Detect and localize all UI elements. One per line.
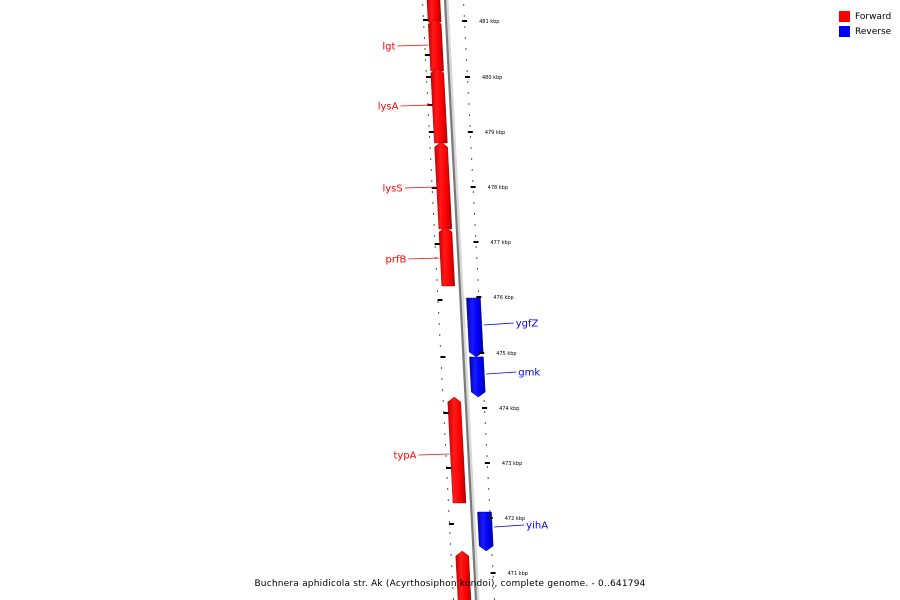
gene-lgt-label: lgt bbox=[382, 42, 395, 53]
kbp-tick-mark bbox=[462, 20, 468, 22]
gene-yihA-arrow bbox=[477, 511, 494, 552]
label-layer: lgt lysA lysS prfB ygfZ gmk typA yihA bbox=[378, 42, 548, 532]
gene-typA-leader bbox=[418, 453, 450, 456]
gene-ygfZ-label: ygfZ bbox=[516, 319, 539, 330]
gene-lysA-label: lysA bbox=[378, 102, 399, 113]
gene-lysS-arrow bbox=[434, 141, 453, 230]
genome-axis bbox=[443, 0, 480, 600]
kbp-tick-mark bbox=[490, 572, 496, 574]
gene-typA-label: typA bbox=[393, 451, 416, 462]
minor-tick bbox=[443, 412, 449, 414]
reverse-swatch bbox=[839, 26, 850, 37]
kbp-tick-label: 473 kbp bbox=[502, 461, 522, 467]
minor-tick bbox=[423, 19, 429, 21]
kbp-tick-mark bbox=[482, 407, 488, 409]
kbp-tick-mark bbox=[467, 131, 473, 133]
gene-prfB-arrow bbox=[438, 226, 455, 287]
kbp-tick-label: 472 kbp bbox=[505, 516, 525, 522]
ruler-dots bbox=[422, 4, 495, 600]
kbp-tick-mark bbox=[476, 296, 482, 298]
minor-tick bbox=[446, 467, 452, 469]
kbp-tick-label: 474 kbp bbox=[499, 406, 519, 412]
gene-gmk-leader bbox=[486, 371, 517, 375]
gene-lgt-arrow bbox=[428, 18, 444, 72]
kbp-tick-label: 479 kbp bbox=[485, 130, 505, 136]
partial-forward-gene bbox=[455, 550, 472, 600]
kbp-tick-label: 471 kbp bbox=[508, 571, 528, 577]
gene-ygfZ-arrow bbox=[466, 297, 484, 358]
kbp-tick-label: 478 kbp bbox=[488, 185, 508, 191]
minor-tick bbox=[440, 356, 446, 358]
legend-forward-label: Forward bbox=[855, 11, 892, 22]
kbp-tick-mark bbox=[473, 241, 479, 243]
gene-ygfZ-leader bbox=[483, 322, 514, 326]
legend: Forward Reverse bbox=[839, 9, 891, 39]
minor-tick bbox=[424, 54, 430, 56]
kbp-tick-label: 476 kbp bbox=[493, 295, 513, 301]
gene-gmk-arrow bbox=[469, 356, 486, 398]
kbp-tick-mark bbox=[479, 352, 485, 354]
gene-prfB-leader bbox=[408, 257, 440, 260]
gene-lgt-leader bbox=[397, 44, 429, 47]
minor-tick bbox=[434, 243, 440, 245]
kbp-tick-mark bbox=[470, 186, 476, 188]
partial-forward-gene bbox=[426, 0, 442, 23]
minor-tick bbox=[431, 187, 437, 189]
minor-tick bbox=[425, 76, 431, 78]
legend-forward: Forward bbox=[839, 9, 891, 24]
kbp-tick-label: 480 kbp bbox=[482, 75, 502, 81]
forward-swatch bbox=[839, 11, 850, 22]
kbp-tick-label: 481 kbp bbox=[479, 19, 499, 25]
gene-yihA-leader bbox=[494, 524, 525, 528]
gene-lysS-leader bbox=[404, 186, 436, 189]
tick-layer: 481 kbp 480 kbp 479 kbp 478 kbp 477 kbp 476 k… bbox=[423, 19, 528, 577]
gene-layer bbox=[426, 0, 494, 600]
kbp-tick-mark bbox=[487, 517, 493, 519]
minor-tick bbox=[428, 131, 434, 133]
gene-gmk-label: gmk bbox=[518, 368, 540, 379]
kbp-tick-mark bbox=[484, 462, 490, 464]
genome-backbone bbox=[443, 0, 478, 600]
genome-caption: Buchnera aphidicola str. Ak (Acyrthosiph… bbox=[254, 579, 646, 589]
kbp-tick-label: 475 kbp bbox=[496, 351, 516, 357]
kbp-tick-mark bbox=[464, 76, 470, 78]
legend-reverse-label: Reverse bbox=[855, 26, 892, 37]
gene-lysA-leader bbox=[400, 104, 432, 107]
legend-reverse: Reverse bbox=[839, 24, 891, 39]
gene-yihA-label: yihA bbox=[526, 521, 548, 532]
gene-prfB-label: prfB bbox=[386, 255, 407, 266]
gene-lysS-label: lysS bbox=[382, 184, 402, 195]
gene-typA-arrow bbox=[447, 396, 467, 504]
minor-tick bbox=[437, 299, 443, 301]
kbp-tick-label: 477 kbp bbox=[491, 240, 511, 246]
minor-tick bbox=[449, 523, 455, 525]
